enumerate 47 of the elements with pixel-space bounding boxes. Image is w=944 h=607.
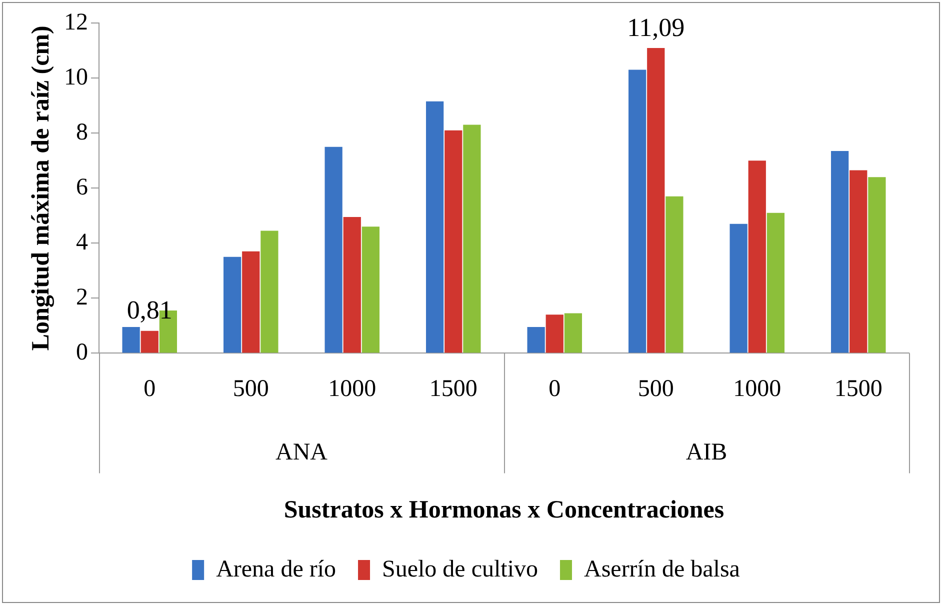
bar xyxy=(666,196,684,353)
y-tick-label: 2 xyxy=(76,284,88,310)
x-tick-label: 0 xyxy=(144,376,156,402)
bar xyxy=(830,150,849,353)
y-tick-label: 8 xyxy=(76,119,88,146)
y-tick-label: 4 xyxy=(76,229,88,256)
bar xyxy=(564,313,582,353)
bar xyxy=(444,130,462,353)
bar xyxy=(546,314,564,353)
x-axis-title: Sustratos x Hormonas x Concentraciones xyxy=(284,496,724,524)
bar xyxy=(223,256,242,353)
bar xyxy=(868,177,886,353)
legend-label: Suelo de cultivo xyxy=(382,556,538,582)
bar xyxy=(647,48,665,353)
bar xyxy=(850,170,868,353)
bar xyxy=(463,124,481,353)
data-label: 11,09 xyxy=(627,12,685,42)
bar xyxy=(748,160,766,353)
bar xyxy=(766,212,785,353)
y-tick-label: 6 xyxy=(76,174,88,200)
bar xyxy=(730,224,748,353)
bar xyxy=(628,70,646,353)
bar xyxy=(260,230,278,353)
x-tick-label: 500 xyxy=(232,376,269,402)
x-tick-label: 1000 xyxy=(328,376,376,402)
bar xyxy=(122,327,140,353)
x-tick-label: 0 xyxy=(548,376,561,402)
bar xyxy=(527,327,545,353)
x-tick-label: 1500 xyxy=(834,376,882,402)
y-tick-label: 10 xyxy=(64,64,88,90)
bar xyxy=(426,101,444,353)
legend-label: Aserrín de balsa xyxy=(584,556,740,582)
data-label: 0,81 xyxy=(126,296,172,325)
bar xyxy=(343,216,361,353)
text: AIB xyxy=(686,439,728,466)
y-axis-title: Longitud máxima de raíz (cm) xyxy=(27,26,54,351)
y-tick-label: 0 xyxy=(76,339,88,366)
x-tick-label: 1000 xyxy=(733,376,782,402)
bar xyxy=(362,226,380,353)
bar xyxy=(140,330,158,353)
x-tick-label: 500 xyxy=(638,376,674,402)
text: ANA xyxy=(276,439,328,466)
bar xyxy=(242,251,260,353)
y-tick-label: 12 xyxy=(64,9,88,36)
x-tick-label: 1500 xyxy=(429,376,478,402)
legend-label: Arena de río xyxy=(216,556,336,582)
bar xyxy=(324,146,342,353)
